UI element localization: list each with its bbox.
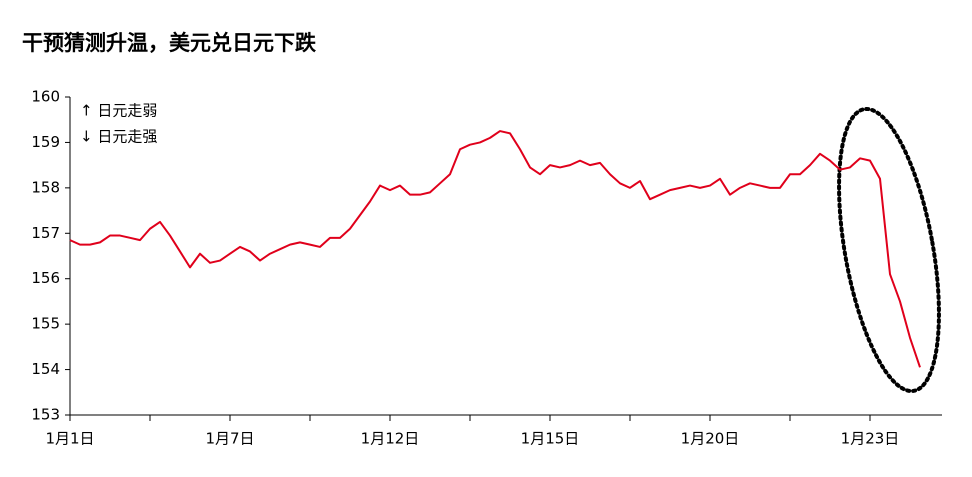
- y-tick-label: 160: [31, 88, 60, 106]
- line-series: [69, 130, 921, 368]
- annotation: ↑ 日元走弱: [80, 102, 157, 120]
- y-tick-label: 153: [31, 406, 60, 424]
- y-tick-label: 157: [31, 224, 60, 242]
- x-tick-label: 1月15日: [521, 430, 580, 448]
- chart-title: 干预猜测升温，美元兑日元下跌: [22, 31, 317, 55]
- x-tick-label: 1月12日: [361, 430, 420, 448]
- annotation: ↓ 日元走强: [80, 128, 157, 146]
- y-tick-label: 159: [31, 133, 60, 151]
- y-tick-label: 155: [31, 315, 60, 333]
- y-tick-label: 158: [31, 178, 60, 196]
- x-tick-label: 1月20日: [681, 430, 740, 448]
- x-tick-label: 1月23日: [841, 430, 900, 448]
- y-tick-label: 156: [31, 269, 60, 287]
- x-tick-label: 1月7日: [205, 430, 254, 448]
- highlight-ellipse: [837, 106, 941, 394]
- x-tick-label: 1月1日: [45, 430, 94, 448]
- y-tick-label: 154: [31, 360, 60, 378]
